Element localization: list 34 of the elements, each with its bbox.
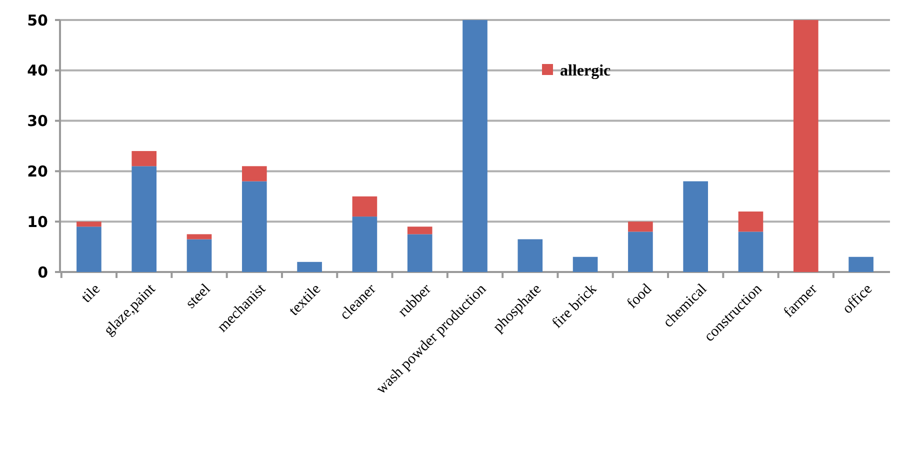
- bar: [738, 232, 764, 272]
- bar: [793, 20, 818, 272]
- bar: [352, 196, 378, 217]
- y-tick-label: 50: [27, 11, 48, 30]
- bar: [297, 262, 322, 272]
- bar: [242, 166, 267, 182]
- bar: [738, 212, 764, 232]
- legend-label: allergic: [560, 62, 611, 80]
- bar: [242, 181, 267, 272]
- bar: [848, 256, 874, 272]
- y-tick-label: 40: [27, 62, 48, 80]
- bar: [518, 239, 543, 272]
- bar: [186, 234, 212, 240]
- bar: [683, 181, 708, 272]
- y-tick-label: 0: [38, 263, 48, 282]
- bar: [628, 232, 653, 272]
- bar: [352, 216, 378, 272]
- bar: [407, 226, 432, 234]
- x-tick-label: steel: [183, 281, 214, 312]
- y-tick-label: 10: [27, 212, 48, 231]
- bar: [462, 20, 488, 272]
- bar: [628, 222, 653, 232]
- bar: [76, 226, 102, 272]
- bar: [572, 256, 598, 272]
- bar: [132, 166, 157, 272]
- bar: [132, 151, 157, 166]
- y-tick-label: 30: [27, 112, 48, 130]
- bar: [407, 234, 432, 272]
- bar: [76, 222, 102, 227]
- bar: [186, 239, 212, 272]
- x-tick-label: food: [624, 280, 656, 312]
- x-tick-label: tile: [78, 280, 104, 306]
- x-tick-label: fire brick: [549, 280, 600, 332]
- y-tick-label: 20: [27, 162, 48, 180]
